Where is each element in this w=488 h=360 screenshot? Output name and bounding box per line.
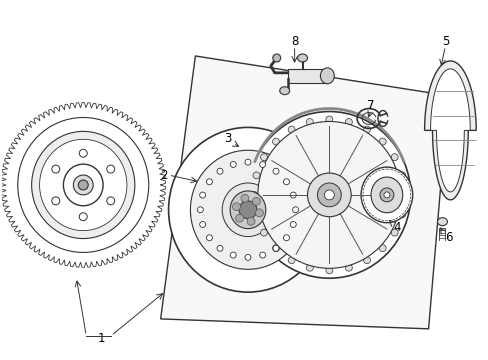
Ellipse shape [390, 154, 397, 161]
Ellipse shape [79, 213, 87, 221]
Polygon shape [287, 69, 326, 83]
Ellipse shape [363, 257, 370, 264]
Ellipse shape [272, 245, 278, 251]
Ellipse shape [106, 165, 115, 173]
Ellipse shape [297, 54, 307, 62]
Ellipse shape [239, 201, 256, 219]
Ellipse shape [241, 194, 248, 202]
Ellipse shape [78, 180, 88, 190]
Ellipse shape [272, 138, 279, 145]
Ellipse shape [217, 245, 223, 251]
Ellipse shape [292, 207, 298, 213]
Text: 5: 5 [441, 35, 448, 48]
Ellipse shape [252, 211, 260, 218]
Ellipse shape [222, 183, 273, 237]
Ellipse shape [63, 164, 103, 206]
Ellipse shape [325, 116, 332, 123]
Ellipse shape [290, 192, 296, 198]
Ellipse shape [40, 139, 127, 231]
Ellipse shape [283, 179, 289, 185]
Ellipse shape [244, 159, 250, 165]
Ellipse shape [360, 167, 412, 223]
Ellipse shape [79, 149, 87, 157]
Ellipse shape [379, 188, 393, 202]
Polygon shape [1, 103, 165, 267]
Ellipse shape [190, 150, 305, 269]
Ellipse shape [279, 87, 289, 95]
Ellipse shape [260, 154, 267, 161]
Ellipse shape [317, 183, 341, 207]
Text: 6: 6 [444, 231, 451, 244]
Ellipse shape [320, 68, 334, 84]
Ellipse shape [73, 175, 93, 195]
Ellipse shape [345, 118, 352, 126]
Text: 3: 3 [224, 132, 231, 145]
Ellipse shape [259, 252, 265, 258]
Ellipse shape [244, 255, 250, 260]
Ellipse shape [206, 179, 212, 185]
Ellipse shape [363, 126, 370, 133]
Ellipse shape [230, 162, 236, 167]
Ellipse shape [257, 121, 400, 268]
Ellipse shape [230, 191, 265, 229]
Ellipse shape [252, 197, 260, 205]
Ellipse shape [199, 221, 205, 228]
Ellipse shape [235, 214, 243, 222]
Ellipse shape [217, 168, 223, 174]
Ellipse shape [260, 229, 267, 236]
Ellipse shape [32, 131, 135, 239]
Ellipse shape [283, 235, 289, 241]
Ellipse shape [370, 177, 402, 213]
Polygon shape [429, 69, 469, 192]
Ellipse shape [437, 218, 447, 226]
Ellipse shape [232, 203, 240, 211]
Ellipse shape [378, 138, 386, 145]
Ellipse shape [325, 267, 332, 274]
Ellipse shape [324, 190, 334, 200]
Ellipse shape [307, 173, 350, 217]
Text: 1: 1 [97, 332, 104, 345]
Text: 7: 7 [366, 99, 374, 112]
Ellipse shape [230, 252, 236, 258]
Ellipse shape [168, 127, 326, 292]
Ellipse shape [305, 118, 313, 126]
Ellipse shape [390, 229, 397, 236]
Ellipse shape [401, 192, 407, 198]
Ellipse shape [255, 209, 263, 217]
Ellipse shape [272, 168, 278, 174]
Text: 8: 8 [290, 35, 298, 48]
Ellipse shape [197, 207, 203, 213]
Ellipse shape [383, 192, 389, 198]
Ellipse shape [199, 192, 205, 198]
Ellipse shape [247, 112, 410, 278]
Ellipse shape [272, 54, 280, 62]
Ellipse shape [272, 245, 279, 252]
Ellipse shape [305, 264, 313, 271]
Ellipse shape [290, 221, 296, 228]
Ellipse shape [345, 264, 352, 271]
Ellipse shape [398, 211, 405, 218]
Ellipse shape [287, 257, 294, 264]
Ellipse shape [18, 117, 148, 252]
Ellipse shape [378, 245, 386, 252]
Ellipse shape [250, 192, 257, 198]
Polygon shape [161, 56, 447, 329]
Polygon shape [424, 61, 475, 200]
Ellipse shape [259, 162, 265, 167]
Ellipse shape [287, 126, 294, 133]
Ellipse shape [106, 197, 115, 205]
Ellipse shape [252, 172, 260, 179]
Ellipse shape [52, 165, 60, 173]
Ellipse shape [206, 235, 212, 241]
Text: 2: 2 [160, 168, 167, 181]
Ellipse shape [246, 217, 255, 225]
Ellipse shape [52, 197, 60, 205]
Text: 4: 4 [392, 221, 400, 234]
Ellipse shape [398, 172, 405, 179]
